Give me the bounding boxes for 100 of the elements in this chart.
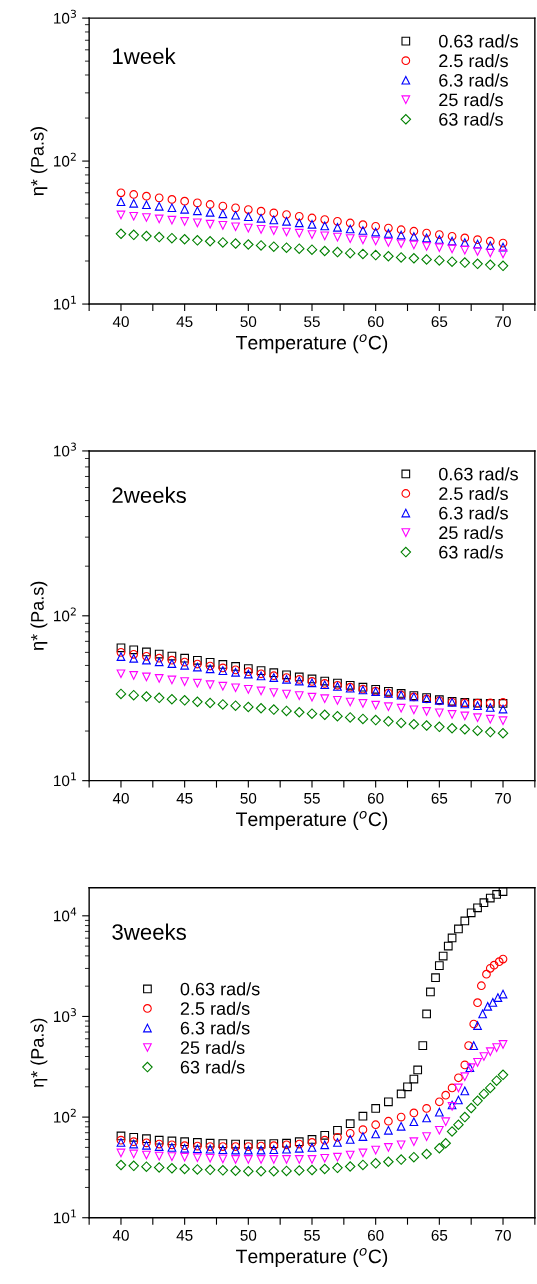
point [371,236,381,246]
point [116,669,126,679]
point [282,1144,291,1154]
point [370,1158,381,1169]
point [256,224,266,234]
point [205,1153,215,1163]
y-tick-label: 10$^{3}$ [54,1008,76,1023]
point [498,887,508,896]
point [166,693,178,705]
point [116,197,126,207]
point [294,691,304,700]
point [231,1145,240,1155]
point [320,1130,330,1140]
point [485,963,495,973]
y-tick-label: 10$^{2}$ [54,152,76,167]
point [459,1111,471,1123]
point [129,649,139,659]
point [447,710,457,719]
point [358,699,368,708]
point [129,671,139,680]
point [243,212,253,222]
point [193,198,202,208]
point [256,686,266,696]
point [282,216,291,226]
point [371,1129,381,1139]
point [166,1163,178,1174]
point [473,713,482,723]
point [293,243,305,254]
point [434,235,444,244]
point [294,218,304,228]
point [472,1095,483,1107]
point [193,1153,202,1163]
point [115,228,127,240]
point [116,188,126,198]
point [142,213,151,222]
point [307,213,317,223]
legend-label: 0.63 rad/s [439,34,518,48]
point [129,653,139,663]
point [282,210,291,219]
x-tick-label: 70 [495,1229,511,1241]
point [167,195,177,204]
point [454,924,463,934]
point [243,239,254,250]
x-axis-title: Temperature ($^{o}$C) [236,810,388,830]
x-tick-label: 65 [431,316,448,328]
point [179,233,190,245]
point [142,1150,151,1160]
point [154,193,164,203]
point [498,704,508,714]
point [460,1086,470,1096]
point [479,1052,489,1061]
point [154,653,164,663]
point [255,240,267,251]
point [255,1165,267,1177]
x-tick-label: 40 [112,792,129,804]
point [218,201,228,211]
point [434,243,444,253]
point [384,229,393,238]
point [180,204,190,214]
point [320,694,330,704]
point [396,703,406,713]
point [371,700,381,710]
point [218,681,228,691]
point [129,1149,139,1159]
point [129,645,139,655]
point [142,655,151,665]
point [294,228,304,238]
point [494,957,504,967]
y-tick-label: 10$^{2}$ [54,1108,76,1123]
point [478,1009,488,1019]
point [434,1143,445,1154]
point [255,702,267,714]
point [497,727,509,739]
point [426,987,435,997]
y-tick-label: 10$^{3}$ [54,9,76,24]
point [473,1057,482,1067]
point [409,705,419,715]
point [485,1082,496,1094]
point [204,697,216,709]
point [293,706,305,718]
point [218,1145,228,1155]
point [438,951,448,961]
point [409,1074,419,1084]
point [358,235,368,245]
point [357,248,369,260]
point [384,1125,393,1135]
x-axis-title: Temperature ($^{o}$C) [236,334,388,354]
point [332,246,343,258]
point [231,222,240,232]
point [116,1148,126,1158]
point [332,1162,343,1174]
point [498,249,508,259]
point [154,657,164,667]
point [268,1165,280,1177]
point [358,226,368,235]
point [282,689,291,699]
point [422,242,431,251]
point [231,1155,240,1164]
point [473,247,482,256]
point [345,224,355,234]
